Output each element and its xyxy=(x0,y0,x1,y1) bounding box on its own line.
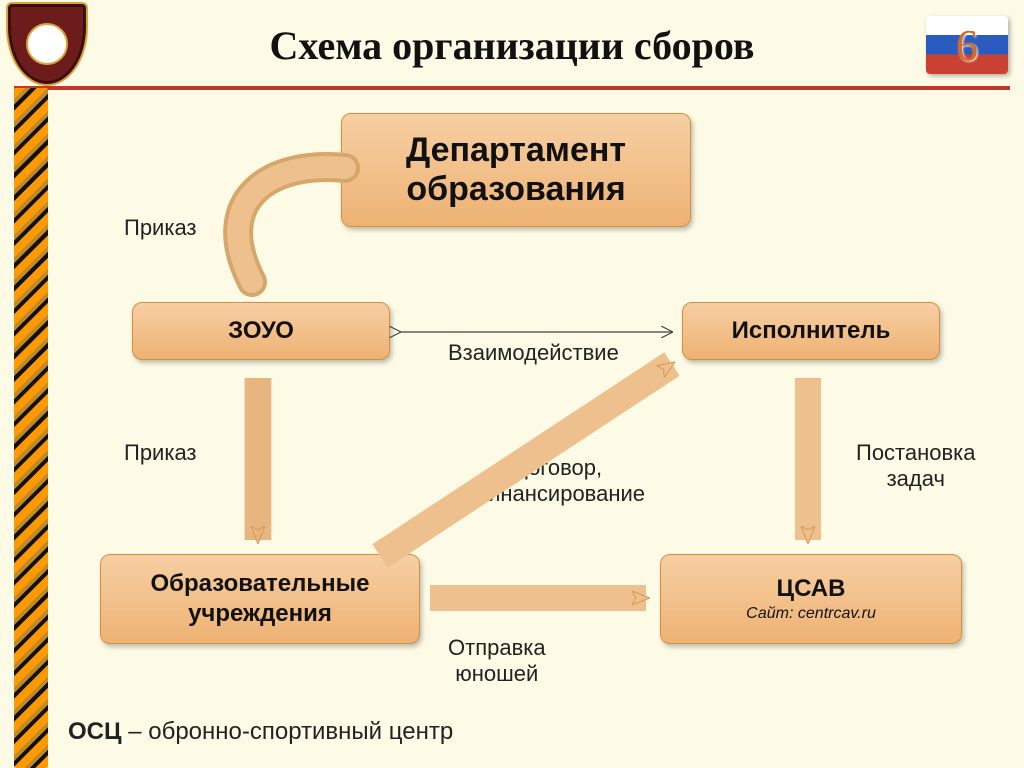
node-executor: Исполнитель xyxy=(682,302,940,360)
node-csav: ЦСАВ Сайт: centrcav.ru xyxy=(660,554,962,644)
footer-legend: ОСЦ – обронно-спортивный центр xyxy=(68,718,453,746)
node-department: Департамент образования xyxy=(341,113,691,227)
node-label: ЗОУО xyxy=(228,317,294,345)
edge-label-tasks: Постановка задач xyxy=(856,440,976,493)
hr-divider xyxy=(14,86,1010,90)
node-edu-institutions: Образовательные учреждения xyxy=(100,554,420,644)
node-sublabel: Сайт: centrcav.ru xyxy=(746,604,876,623)
arrow-dept-to-zouo xyxy=(238,167,345,282)
node-label: Образовательные учреждения xyxy=(150,569,369,629)
edge-label-prikaz1: Приказ xyxy=(124,215,197,241)
edge-label-contract: Договор, финансирование xyxy=(470,455,645,508)
node-label: Департамент образования xyxy=(406,131,626,209)
node-label: ЦСАВ xyxy=(777,575,846,604)
footer-expansion: – обронно-спортивный центр xyxy=(128,718,453,745)
edge-label-interaction: Взаимодействие xyxy=(448,340,619,366)
edge-label-youths: Отправка юношей xyxy=(448,635,546,688)
node-label: Исполнитель xyxy=(732,317,891,345)
edge-label-prikaz2: Приказ xyxy=(124,440,197,466)
node-zouo: ЗОУО xyxy=(132,302,390,360)
footer-abbr: ОСЦ xyxy=(68,718,122,745)
george-ribbon xyxy=(14,88,48,768)
page-title: Схема организации сборов xyxy=(0,22,1024,69)
